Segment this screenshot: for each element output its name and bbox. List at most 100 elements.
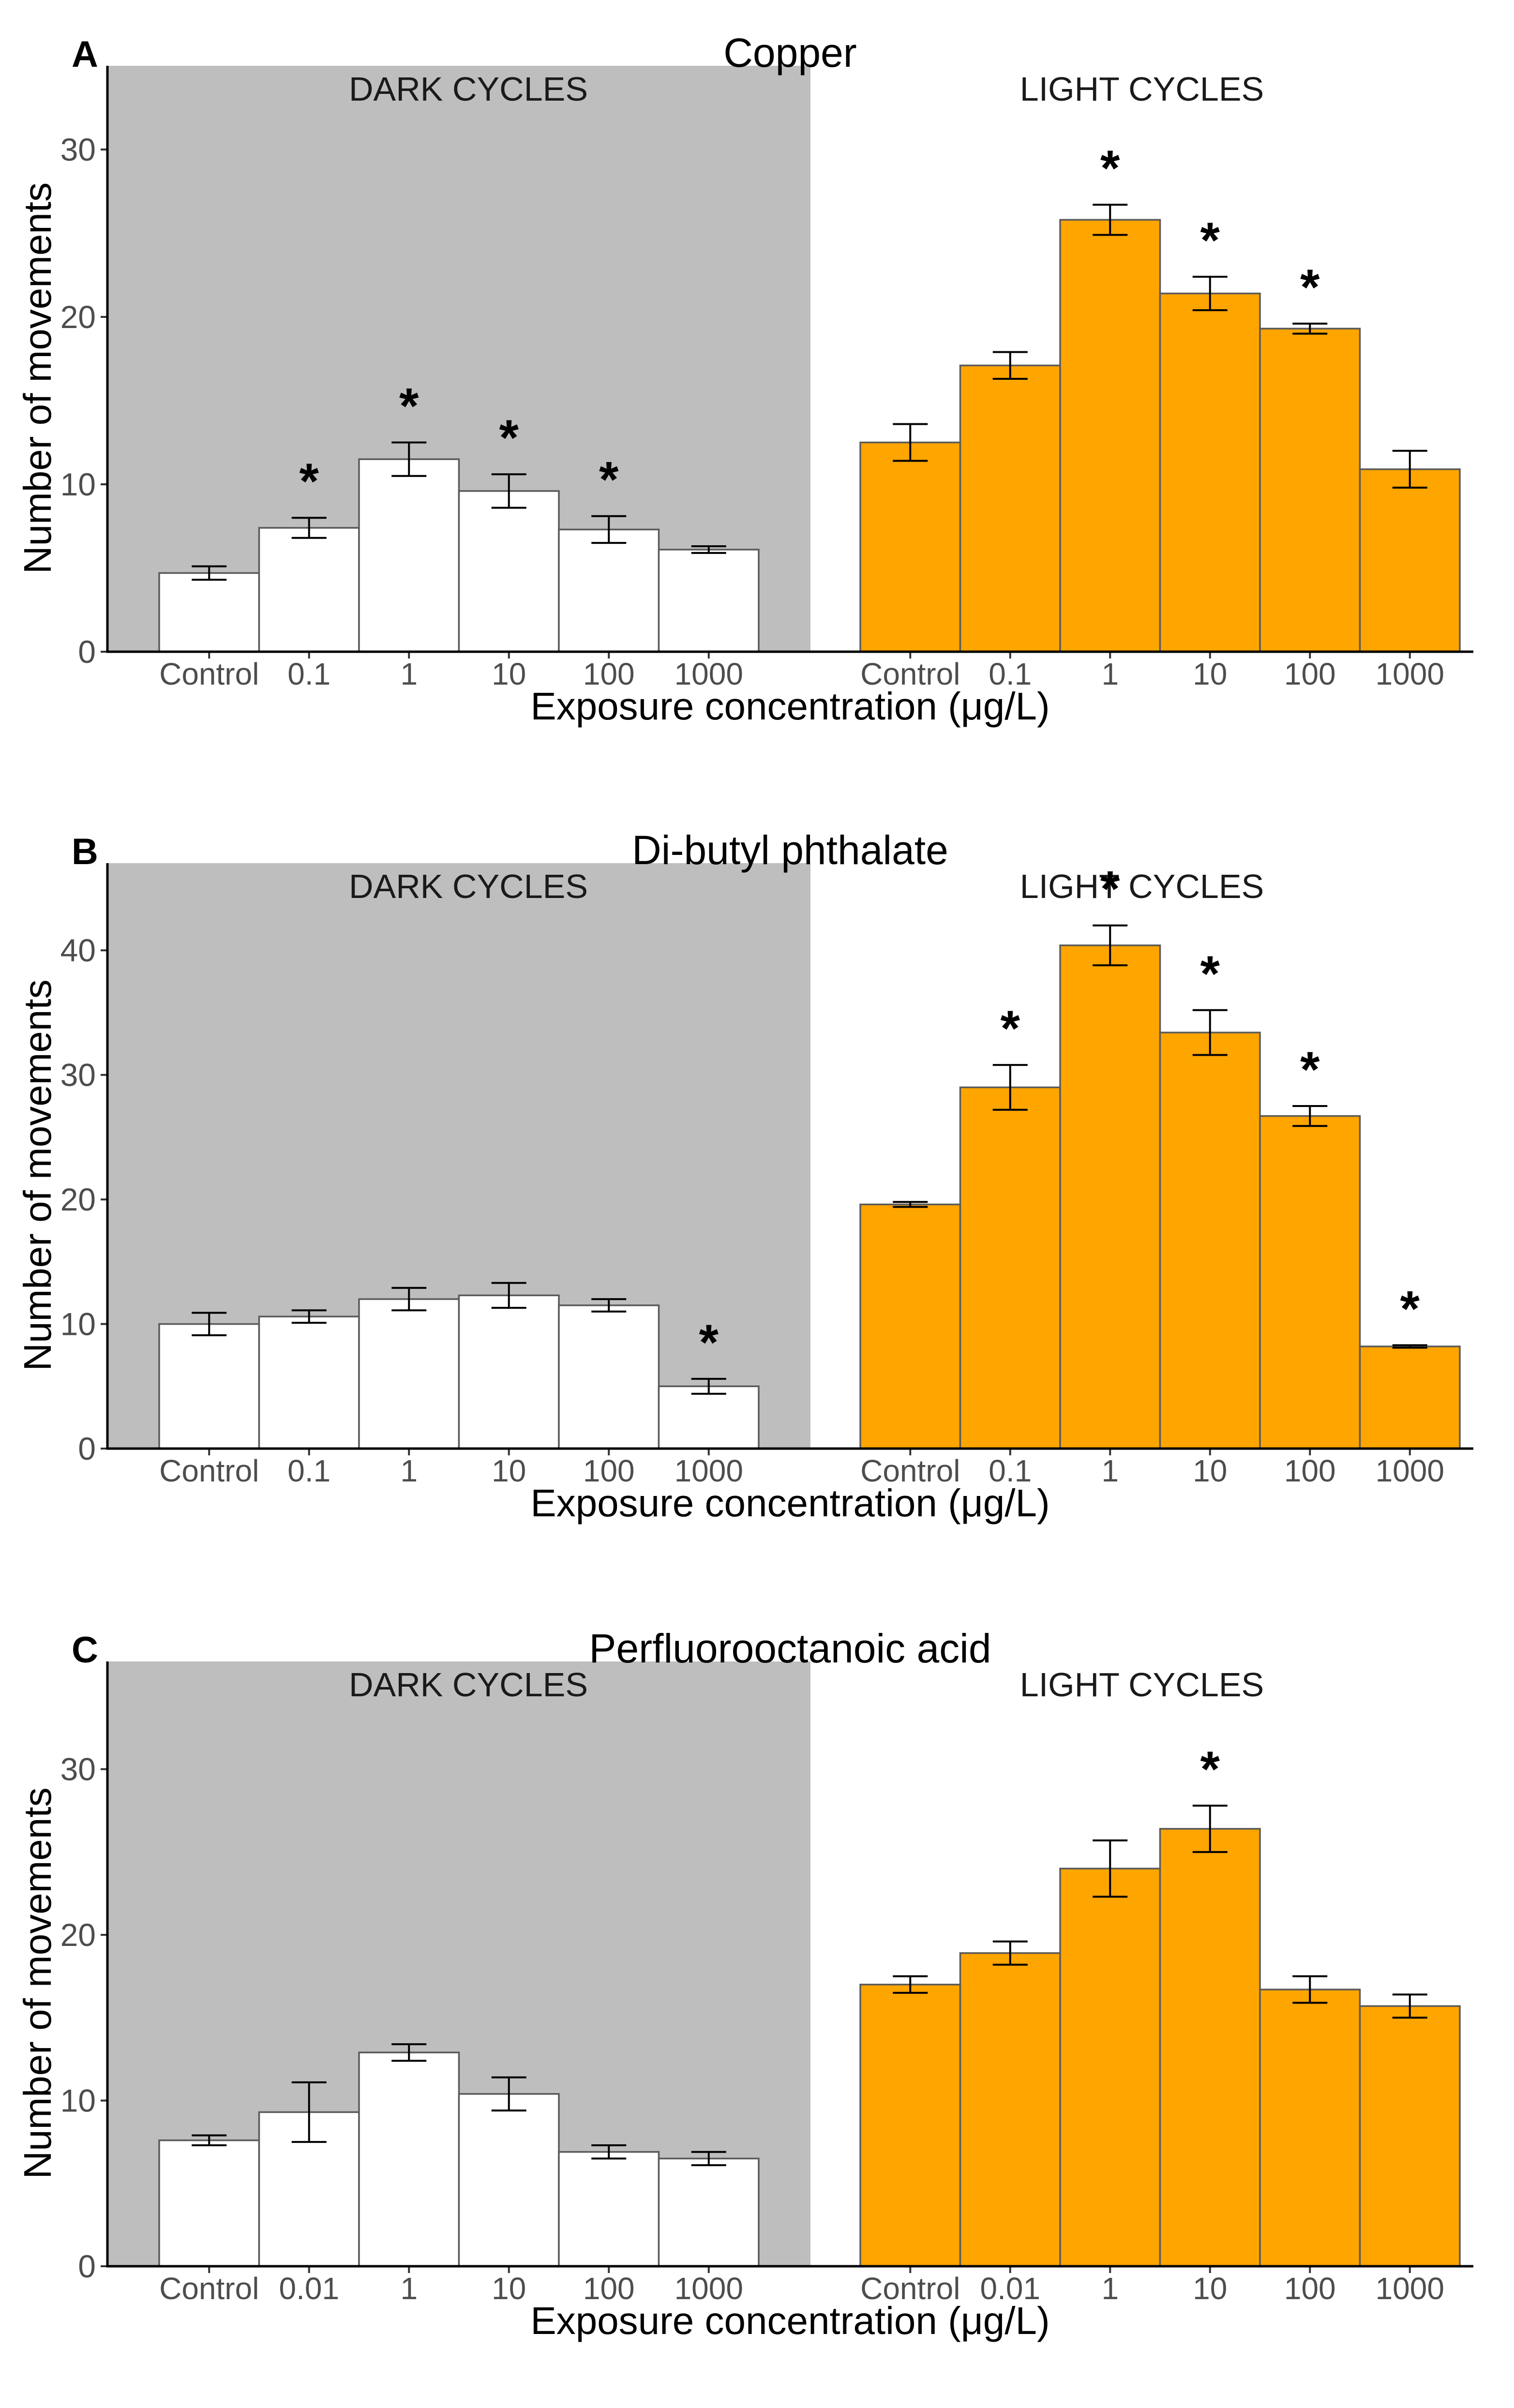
light-x-tick-label: 10 [1193, 657, 1227, 691]
light-x-tick-label: 0.01 [980, 2271, 1040, 2306]
significance-marker: * [699, 1315, 719, 1371]
dark-x-tick-label: 1000 [675, 1453, 743, 1488]
dark-bar [658, 1385, 760, 1450]
light-bar [1059, 944, 1161, 1450]
y-tick-label: 30 [60, 1751, 96, 1787]
light-x-tick-label: 10 [1193, 1453, 1227, 1488]
light-x-tick-label: 10 [1193, 2271, 1227, 2306]
light-cycles-label: LIGHT CYCLES [1020, 70, 1264, 108]
dark-bar [358, 2051, 460, 2267]
light-x-tick-label: 100 [1284, 2271, 1336, 2306]
y-tick-label: 20 [60, 299, 96, 335]
light-bar [1059, 219, 1161, 653]
dark-bar [158, 1323, 260, 1450]
significance-marker: * [1200, 1741, 1220, 1797]
light-bar [859, 1203, 961, 1450]
dark-bar [658, 2157, 760, 2267]
light-x-tick-label: 0.1 [989, 657, 1032, 691]
significance-marker: * [499, 410, 519, 466]
y-tick-label: 10 [60, 466, 96, 502]
chart-title: Perfluorooctanoic acid [589, 1626, 991, 1671]
light-x-tick-label: 100 [1284, 1453, 1336, 1488]
light-bar [1259, 328, 1361, 653]
panel-letter: C [72, 1630, 98, 1671]
dark-x-tick-label: 100 [583, 1453, 635, 1488]
y-tick-label: 20 [60, 1182, 96, 1217]
light-x-tick-label: 1 [1101, 1453, 1119, 1488]
dark-x-tick-label: 0.1 [287, 657, 330, 691]
light-bar [1259, 1989, 1361, 2267]
light-bar [959, 1086, 1061, 1450]
light-x-tick-label: 0.1 [989, 1453, 1032, 1488]
chart-panel-a: A Copper DARK CYCLES LIGHT CYCLES 0 10 20 30 Con… [16, 30, 1473, 728]
light-bar [1059, 1868, 1161, 2267]
y-tick-label: 10 [60, 2083, 96, 2119]
light-x-tick-label: 1 [1101, 2271, 1119, 2306]
y-tick-label: 30 [60, 132, 96, 167]
dark-bar [658, 549, 760, 653]
y-tick-label: 0 [78, 634, 96, 670]
dark-bar [258, 1316, 360, 1450]
panel-letter: B [72, 831, 98, 872]
dark-x-tick-label: 10 [492, 2271, 526, 2306]
dark-cycles-label: DARK CYCLES [349, 1666, 588, 1704]
y-axis-title: Number of movements [16, 1787, 59, 2179]
light-x-tick-label: Control [860, 2271, 960, 2306]
light-bar [1359, 468, 1461, 653]
light-bar [1359, 1346, 1461, 1450]
dark-bar [458, 2093, 560, 2267]
dark-x-tick-label: 1 [400, 2271, 418, 2306]
chart-panel-b: B Di-butyl phthalate DARK CYCLES LIGHT CYCL… [16, 827, 1473, 1525]
light-x-tick-label: 1000 [1376, 1453, 1444, 1488]
light-bar [1159, 1828, 1261, 2267]
light-bar [959, 364, 1061, 653]
dark-bar [158, 572, 260, 653]
dark-cycles-label: DARK CYCLES [349, 867, 588, 905]
chart-title: Copper [723, 30, 857, 75]
panel-letter: A [72, 34, 98, 75]
dark-bar [558, 1304, 660, 1450]
significance-marker: * [399, 378, 419, 434]
dark-x-tick-label: 1 [400, 1453, 418, 1488]
dark-x-tick-label: 1000 [675, 2271, 743, 2306]
dark-bar [458, 1294, 560, 1450]
light-bar [1159, 1032, 1261, 1450]
dark-x-tick-label: Control [159, 657, 259, 691]
chart-title: Di-butyl phthalate [632, 827, 948, 873]
x-axis-title: Exposure concentration (μg/L) [530, 1481, 1049, 1525]
dark-x-tick-label: 10 [492, 657, 526, 691]
light-x-tick-label: Control [860, 1453, 960, 1488]
y-tick-label: 0 [78, 1431, 96, 1466]
y-tick-label: 40 [60, 932, 96, 968]
light-x-tick-label: 1000 [1376, 657, 1444, 691]
significance-marker: * [1100, 140, 1120, 196]
light-bar [1359, 2005, 1461, 2267]
significance-marker: * [1300, 1042, 1320, 1098]
significance-marker: * [1200, 212, 1220, 269]
dark-x-tick-label: 100 [583, 2271, 635, 2306]
y-axis-title: Number of movements [16, 182, 59, 574]
light-x-tick-label: 100 [1284, 657, 1336, 691]
dark-bar [358, 1298, 460, 1450]
dark-x-tick-label: 1000 [675, 657, 743, 691]
significance-marker: * [1300, 259, 1320, 315]
light-bar [1259, 1115, 1361, 1450]
dark-bar [558, 528, 660, 653]
dark-bar [258, 527, 360, 653]
y-tick-label: 20 [60, 1917, 96, 1953]
dark-x-tick-label: 100 [583, 657, 635, 691]
significance-marker: * [1100, 861, 1120, 917]
light-bar [1159, 292, 1261, 653]
dark-x-tick-label: Control [159, 2271, 259, 2306]
dark-bar [458, 490, 560, 653]
significance-marker: * [1400, 1281, 1420, 1337]
dark-x-tick-label: Control [159, 1453, 259, 1488]
light-bar [859, 441, 961, 653]
y-tick-label: 10 [60, 1306, 96, 1342]
dark-x-tick-label: 10 [492, 1453, 526, 1488]
light-cycles-label: LIGHT CYCLES [1020, 867, 1264, 905]
significance-marker: * [300, 453, 319, 509]
significance-marker: * [1001, 1001, 1020, 1057]
dark-bar [358, 458, 460, 653]
